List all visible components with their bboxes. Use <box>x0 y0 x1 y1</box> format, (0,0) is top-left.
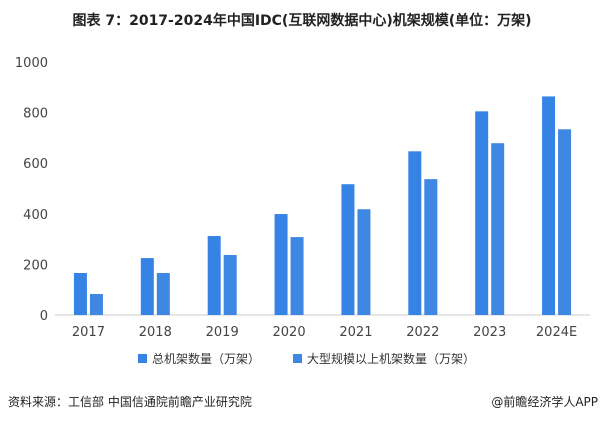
x-tick-label: 2018 <box>139 325 172 340</box>
bar-large-2017 <box>89 294 103 315</box>
source-note: 资料来源：工信部 中国信通院前瞻产业研究院 <box>8 395 252 409</box>
bar-large-2024E <box>558 129 572 315</box>
legend-swatch <box>138 354 147 363</box>
legend-swatch <box>293 354 302 363</box>
bar-large-2018 <box>156 273 170 315</box>
bar-total-2020 <box>274 214 288 315</box>
bar-total-2021 <box>341 184 355 315</box>
legend-label: 大型规模以上机架数量（万架） <box>307 351 475 366</box>
bar-total-2017 <box>73 273 87 315</box>
x-tick-label: 2023 <box>473 325 506 340</box>
x-tick-label: 2021 <box>339 325 372 340</box>
x-tick-label: 2024E <box>536 325 577 340</box>
bar-large-2020 <box>290 237 304 315</box>
x-tick-label: 2022 <box>406 325 439 340</box>
bar-total-2024E <box>542 96 556 316</box>
bar-total-2023 <box>475 111 489 316</box>
bar-large-2023 <box>491 143 505 315</box>
brand-label: @前瞻经济学人APP <box>491 395 598 409</box>
x-tick-label: 2017 <box>72 325 105 340</box>
bar-total-2019 <box>207 236 221 315</box>
bar-total-2018 <box>140 258 154 315</box>
legend-label: 总机架数量（万架） <box>152 351 260 366</box>
y-tick-label: 600 <box>23 157 48 172</box>
bar-large-2021 <box>357 209 371 315</box>
bar-large-2022 <box>424 179 438 315</box>
y-tick-label: 0 <box>40 309 48 324</box>
x-tick-label: 2019 <box>206 325 239 340</box>
x-tick-label: 2020 <box>273 325 306 340</box>
bar-total-2022 <box>408 151 422 315</box>
y-tick-label: 800 <box>23 107 48 122</box>
y-tick-label: 1000 <box>15 56 48 71</box>
y-tick-label: 200 <box>23 258 48 273</box>
y-tick-label: 400 <box>23 208 48 223</box>
chart-title: 图表 7：2017-2024年中国IDC(互联网数据中心)机架规模(单位：万架) <box>72 13 532 29</box>
bar-large-2019 <box>223 255 237 315</box>
